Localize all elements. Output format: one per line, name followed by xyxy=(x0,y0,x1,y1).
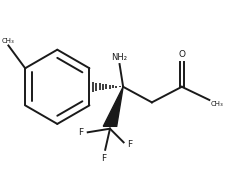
Polygon shape xyxy=(103,87,123,126)
Text: O: O xyxy=(178,50,185,59)
Text: F: F xyxy=(126,140,131,149)
Text: CH₃: CH₃ xyxy=(2,38,15,44)
Text: F: F xyxy=(78,128,83,137)
Text: F: F xyxy=(101,154,106,163)
Text: NH₂: NH₂ xyxy=(111,53,127,62)
Text: CH₃: CH₃ xyxy=(210,101,222,107)
